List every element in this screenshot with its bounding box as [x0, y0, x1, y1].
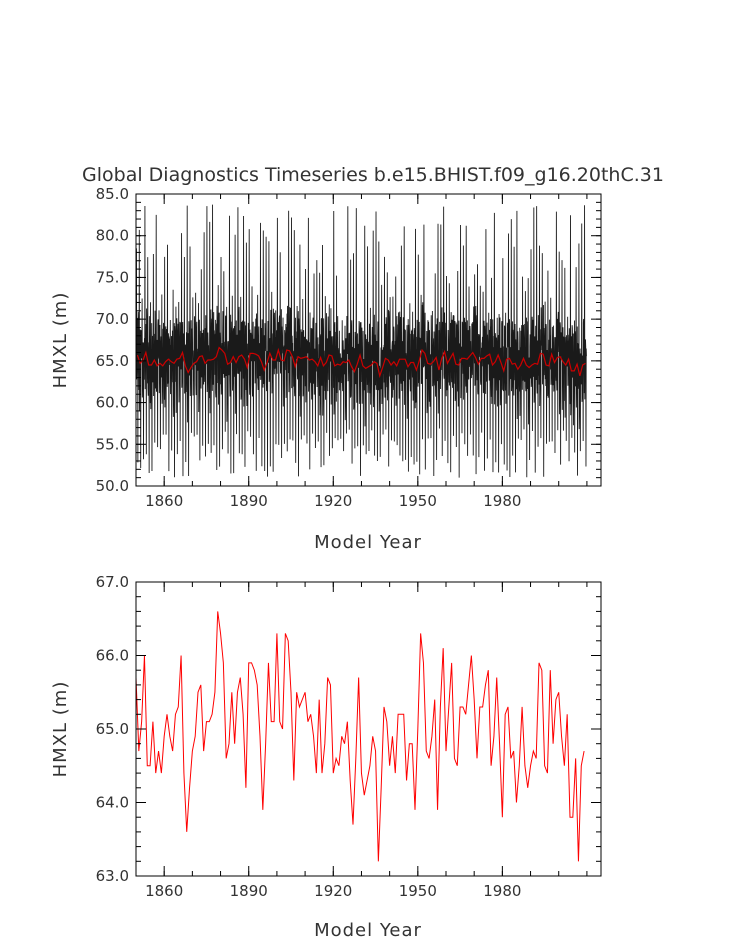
- top-y-tick-label: 55.0: [96, 435, 129, 453]
- bottom-x-tick-label: 1860: [145, 882, 183, 900]
- bottom-y-tick-label: 67.0: [96, 573, 129, 591]
- top-x-tick-label: 1860: [145, 492, 183, 510]
- top-monthly-series-line: [136, 204, 587, 478]
- top-y-axis: 50.0 55.0 60.0 65.0 70.0 75.0 80.0 85.0: [96, 185, 601, 495]
- bottom-y-tick-label: 64.0: [96, 794, 129, 812]
- timeseries-panel-bottom: 63.0 64.0 65.0 66.0 67.0 1860 1890 1920 1950 198…: [50, 573, 602, 941]
- bottom-y-tick-label: 65.0: [96, 720, 129, 738]
- top-plot-area: [136, 204, 587, 478]
- figure-title: Global Diagnostics Timeseries b.e15.BHIS…: [82, 164, 664, 186]
- bottom-x-axis-label: Model Year: [314, 920, 422, 941]
- top-y-axis-label: HMXL (m): [50, 292, 71, 389]
- top-annual-mean-line: [136, 346, 586, 379]
- bottom-y-axis: 63.0 64.0 65.0 66.0 67.0: [96, 573, 601, 885]
- top-x-tick-label: 1950: [399, 492, 437, 510]
- top-y-tick-label: 80.0: [96, 227, 129, 245]
- bottom-y-tick-label: 66.0: [96, 647, 129, 665]
- top-x-tick-label: 1920: [314, 492, 352, 510]
- top-y-tick-label: 85.0: [96, 185, 129, 203]
- top-y-tick-label: 65.0: [96, 352, 129, 370]
- bottom-plot-area: [136, 611, 585, 862]
- top-plot-frame: [135, 193, 602, 487]
- bottom-x-tick-label: 1920: [314, 882, 352, 900]
- top-x-tick-label: 1890: [230, 492, 268, 510]
- bottom-x-tick-label: 1980: [483, 882, 521, 900]
- top-x-tick-label: 1980: [483, 492, 521, 510]
- bottom-x-tick-label: 1950: [399, 882, 437, 900]
- bottom-x-tick-label: 1890: [230, 882, 268, 900]
- top-x-axis: 1860 1890 1920 1950 1980: [135, 194, 588, 510]
- timeseries-panel-top: 50.0 55.0 60.0 65.0 70.0 75.0 80.0 85.0 1860 189…: [50, 185, 602, 553]
- bottom-y-tick-label: 63.0: [96, 867, 129, 885]
- top-y-tick-label: 60.0: [96, 394, 129, 412]
- top-y-tick-label: 75.0: [96, 268, 129, 286]
- top-y-tick-label: 50.0: [96, 477, 129, 495]
- top-y-tick-label: 70.0: [96, 310, 129, 328]
- bottom-x-axis: 1860 1890 1920 1950 1980: [135, 582, 588, 900]
- bottom-annual-mean-line: [136, 611, 585, 862]
- bottom-y-axis-label: HMXL (m): [50, 681, 71, 778]
- top-x-axis-label: Model Year: [314, 532, 422, 553]
